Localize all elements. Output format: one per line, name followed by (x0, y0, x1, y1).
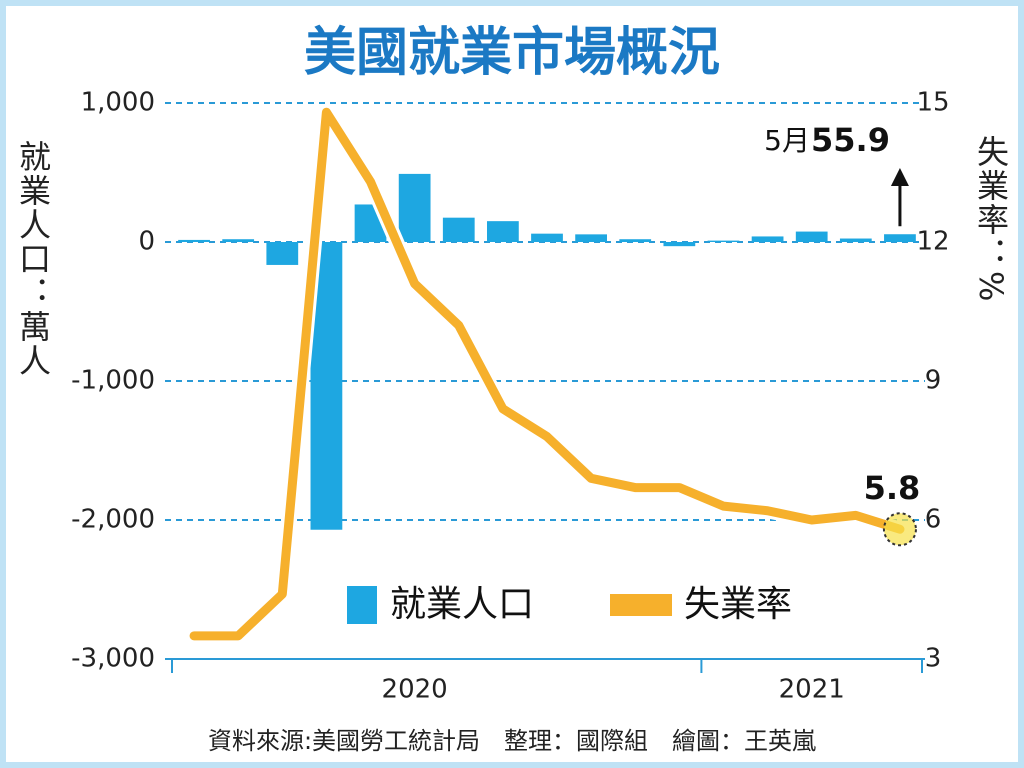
y2-tick-label: 9 (925, 366, 942, 396)
highlight (882, 512, 917, 547)
chart-title: 美國就業市場概況 (304, 23, 720, 83)
legend-label: 就業人口 (390, 584, 534, 625)
data-label: 5.8 (864, 469, 921, 507)
annotation: 5月 (764, 124, 810, 157)
bar (707, 240, 740, 242)
bar (487, 221, 519, 242)
bar (839, 238, 872, 242)
y-tick-label: -3,000 (71, 644, 155, 674)
y-tick-label: 1,000 (81, 88, 155, 118)
bar (884, 234, 916, 242)
bar (442, 217, 475, 242)
bar (663, 242, 696, 247)
bar (398, 173, 431, 242)
y-tick-label: 0 (138, 227, 155, 257)
bar (178, 239, 210, 242)
bar (266, 242, 299, 265)
arrow-head (890, 168, 909, 186)
y2-tick-label: 12 (916, 227, 949, 257)
bar (619, 239, 652, 242)
x-tick-label: 2020 (382, 675, 448, 705)
y-axis-label: 就業人口：萬人 (14, 140, 52, 378)
legend-swatch (610, 594, 672, 616)
legend-label: 失業率 (684, 584, 792, 625)
bar (751, 236, 784, 242)
data-label: 55.9 (811, 121, 890, 159)
y2-tick-label: 15 (916, 88, 949, 118)
bar (531, 233, 563, 242)
x-tick-label: 2021 (779, 675, 845, 705)
bar (795, 231, 828, 242)
bar (575, 234, 607, 242)
source: 資料來源:美國勞工統計局 整理：國際組 繪圖：王英嵐 (208, 727, 816, 755)
y2-tick-label: 3 (925, 644, 942, 674)
legend-swatch (347, 586, 377, 624)
y2-axis-label: 失業率：% (972, 135, 1010, 304)
y-tick-label: -1,000 (71, 366, 155, 396)
y2-tick-label: 6 (925, 505, 942, 535)
bar (222, 239, 255, 242)
y-tick-label: -2,000 (71, 505, 155, 535)
line (189, 107, 905, 641)
